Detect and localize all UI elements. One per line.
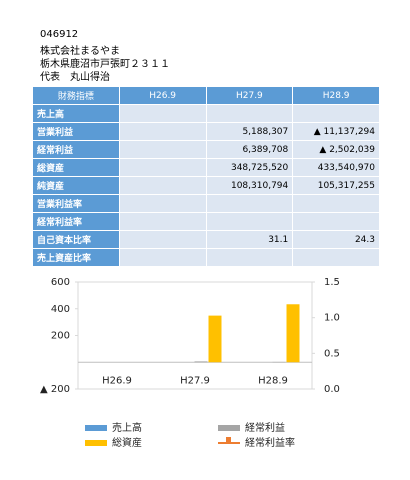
x-tick-label: H27.9	[180, 375, 210, 386]
header-row: 財務指標 H26.9 H27.9 H28.9	[32, 86, 380, 105]
y2-tick-label: 0.5	[324, 348, 340, 359]
bar	[286, 304, 300, 363]
column-header: H26.9	[118, 86, 207, 105]
table-row: 営業利益率	[32, 194, 380, 213]
table-row: 総資産 348,725,520 433,540,970	[32, 158, 380, 177]
legend-swatch	[85, 440, 107, 446]
cell: 6,389,708	[205, 140, 294, 159]
table-row: 自己資本比率 31.1 24.3	[32, 230, 380, 249]
address: 栃木県鹿沼市戸張町２３１１	[40, 59, 170, 70]
cell	[118, 176, 207, 195]
row-label: 経常利益	[32, 140, 120, 159]
chart: ▲ 200 200 400 600 0.0 0.5 1.0 1.5 H26.9 H27.9 H28.…	[40, 277, 340, 449]
row-label: 営業利益	[32, 122, 120, 141]
table-row: 純資産 108,310,794 105,317,255	[32, 176, 380, 195]
cell: ▲ 2,502,039	[292, 140, 380, 159]
cell	[205, 212, 294, 231]
cell	[118, 194, 207, 213]
y2-tick-label: 1.5	[324, 277, 340, 288]
legend-label: 経常利益	[245, 421, 285, 434]
y-tick-label: 400	[51, 304, 70, 315]
legend-label: 経常利益率	[245, 436, 295, 449]
row-label: 売上資産比率	[32, 248, 120, 267]
legend-label: 総資産	[112, 436, 142, 449]
cell	[118, 140, 207, 159]
legend-marker	[226, 437, 231, 442]
cell	[118, 158, 207, 177]
row-label: 営業利益率	[32, 194, 120, 213]
table-row: 売上高	[32, 104, 380, 123]
cell: ▲ 11,137,294	[292, 122, 380, 141]
column-header: 財務指標	[32, 86, 120, 105]
cell	[292, 212, 380, 231]
column-header: H27.9	[205, 86, 294, 105]
cell: 105,317,255	[292, 176, 380, 195]
representative: 代表 丸山得治	[40, 72, 110, 83]
y2-tick-label: 0.0	[324, 384, 340, 395]
cell: 5,188,307	[205, 122, 294, 141]
table-row: 経常利益率	[32, 212, 380, 231]
row-label: 売上高	[32, 104, 120, 123]
plot-frame	[77, 281, 313, 390]
cell: 31.1	[205, 230, 294, 249]
cell	[118, 104, 207, 123]
table-row: 経常利益 6,389,708 ▲ 2,502,039	[32, 140, 380, 159]
company: 株式会社まるやま	[40, 46, 120, 57]
cell	[292, 104, 380, 123]
row-label: 純資産	[32, 176, 120, 195]
row-label: 総資産	[32, 158, 120, 177]
y-tick-label: 200	[51, 331, 70, 342]
y-tick-label: ▲ 200	[40, 384, 70, 395]
cell	[292, 194, 380, 213]
cell	[118, 248, 207, 267]
cell: 433,540,970	[292, 158, 380, 177]
legend-swatch	[218, 425, 240, 431]
x-tick-label: H26.9	[102, 375, 132, 386]
cell	[118, 230, 207, 249]
cell: 108,310,794	[205, 176, 294, 195]
y2-tick-label: 1.0	[324, 313, 340, 324]
column-header: H28.9	[292, 86, 380, 105]
table-row: 売上資産比率	[32, 248, 380, 267]
x-tick-label: H28.9	[258, 375, 288, 386]
cell	[205, 248, 294, 267]
code: 046912	[40, 29, 79, 40]
cell	[205, 194, 294, 213]
row-label: 経常利益率	[32, 212, 120, 231]
cell	[292, 248, 380, 267]
row-label: 自己資本比率	[32, 230, 120, 249]
cell: 348,725,520	[205, 158, 294, 177]
bar	[194, 361, 208, 363]
cell	[205, 104, 294, 123]
cell: 24.3	[292, 230, 380, 249]
legend-swatch	[85, 425, 107, 431]
bar	[208, 315, 222, 363]
legend-label: 売上高	[112, 421, 142, 434]
cell	[118, 212, 207, 231]
y-tick-label: 600	[51, 277, 70, 288]
cell	[118, 122, 207, 141]
finance-table: 財務指標 H26.9 H27.9 H28.9 売上高 営業利益 5,188,307 ▲ 11,…	[32, 86, 380, 267]
table-row: 営業利益 5,188,307 ▲ 11,137,294	[32, 122, 380, 141]
